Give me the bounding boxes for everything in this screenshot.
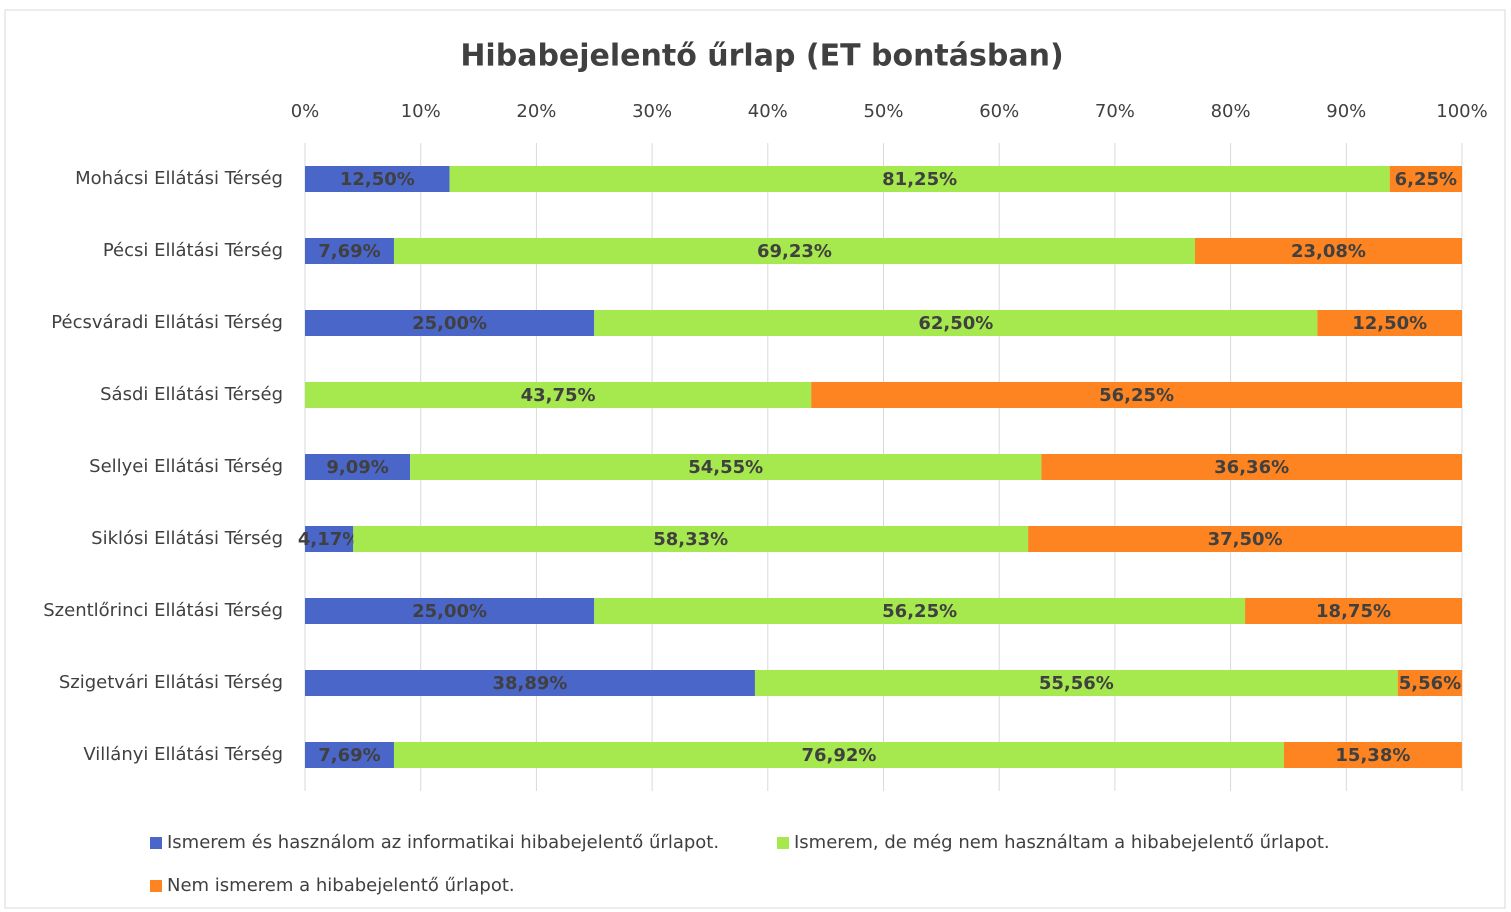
- data-label: 81,25%: [882, 169, 957, 190]
- bar-segment: [353, 526, 1029, 552]
- data-label: 76,92%: [801, 745, 876, 766]
- bar-segment: [305, 526, 354, 552]
- data-label: 36,36%: [1214, 457, 1289, 478]
- bar-segment: [393, 238, 1195, 264]
- data-label: 7,69%: [318, 241, 380, 262]
- y-tick-label: Szigetvári Ellátási Térség: [59, 672, 283, 693]
- data-label: 62,50%: [918, 313, 993, 334]
- y-tick-label: Szentlőrinci Ellátási Térség: [43, 600, 283, 621]
- data-label: 56,25%: [1099, 385, 1174, 406]
- data-label: 4,17%: [298, 529, 360, 550]
- bar-segment: [811, 382, 1462, 408]
- data-label: 54,55%: [688, 457, 763, 478]
- bar-segment: [305, 310, 595, 336]
- data-label: 7,69%: [318, 745, 380, 766]
- data-label: 56,25%: [882, 601, 957, 622]
- bar-segment: [305, 742, 394, 768]
- bar-segment: [410, 454, 1042, 480]
- bar-segment: [305, 166, 450, 192]
- bar-segment: [1389, 166, 1462, 192]
- data-label: 25,00%: [412, 601, 487, 622]
- legend-label: Ismerem, de még nem használtam a hibabej…: [794, 832, 1330, 853]
- bar-segment: [594, 598, 1246, 624]
- data-label: 43,75%: [521, 385, 596, 406]
- legend-label: Nem ismerem a hibabejelentő űrlapot.: [167, 875, 515, 896]
- x-tick-label: 10%: [401, 101, 441, 122]
- bar-segment: [305, 238, 394, 264]
- x-tick-label: 30%: [632, 101, 672, 122]
- legend-swatch: [150, 880, 162, 892]
- legend-label: Ismerem és használom az informatikai hib…: [167, 832, 719, 853]
- data-label: 23,08%: [1291, 241, 1366, 262]
- bar-segment: [449, 166, 1390, 192]
- y-tick-label: Sellyei Ellátási Térség: [89, 456, 283, 477]
- data-label: 25,00%: [412, 313, 487, 334]
- x-tick-label: 100%: [1436, 101, 1487, 122]
- x-tick-label: 0%: [291, 101, 320, 122]
- bar-segment: [305, 598, 595, 624]
- bar-segment: [1245, 598, 1462, 624]
- bar-segment: [305, 454, 411, 480]
- bar-segment: [1028, 526, 1462, 552]
- x-tick-label: 60%: [979, 101, 1019, 122]
- bar-segment: [1397, 670, 1463, 696]
- data-label: 6,25%: [1395, 169, 1457, 190]
- data-label: 18,75%: [1316, 601, 1391, 622]
- bar-segment: [754, 670, 1398, 696]
- bar-segment: [1041, 454, 1462, 480]
- y-tick-label: Villányi Ellátási Térség: [83, 744, 283, 765]
- bar-segment: [305, 382, 812, 408]
- x-tick-label: 70%: [1095, 101, 1135, 122]
- data-label: 38,89%: [492, 673, 567, 694]
- data-label: 37,50%: [1208, 529, 1283, 550]
- data-label: 15,38%: [1335, 745, 1410, 766]
- y-tick-label: Pécsváradi Ellátási Térség: [51, 312, 283, 333]
- data-label: 12,50%: [1352, 313, 1427, 334]
- y-tick-label: Mohácsi Ellátási Térség: [75, 168, 283, 189]
- data-label: 55,56%: [1039, 673, 1114, 694]
- bar-segment: [393, 742, 1284, 768]
- x-tick-label: 40%: [748, 101, 788, 122]
- x-tick-label: 80%: [1211, 101, 1251, 122]
- data-label: 12,50%: [340, 169, 415, 190]
- y-tick-label: Sásdi Ellátási Térség: [100, 384, 283, 405]
- data-label: 5,56%: [1399, 673, 1461, 694]
- y-tick-label: Pécsi Ellátási Térség: [103, 240, 283, 261]
- y-tick-label: Siklósi Ellátási Térség: [91, 528, 283, 549]
- x-tick-label: 50%: [863, 101, 903, 122]
- bar-segment: [1194, 238, 1462, 264]
- bar-segment: [305, 670, 755, 696]
- data-label: 58,33%: [653, 529, 728, 550]
- chart-title: Hibabejelentő űrlap (ET bontásban): [460, 39, 1063, 74]
- x-tick-label: 90%: [1326, 101, 1366, 122]
- data-label: 9,09%: [326, 457, 388, 478]
- legend-swatch: [150, 837, 162, 849]
- bar-segment: [1283, 742, 1462, 768]
- legend-swatch: [777, 837, 789, 849]
- bar-segment: [594, 310, 1318, 336]
- data-label: 69,23%: [757, 241, 832, 262]
- bar-segment: [1317, 310, 1462, 336]
- x-tick-label: 20%: [516, 101, 556, 122]
